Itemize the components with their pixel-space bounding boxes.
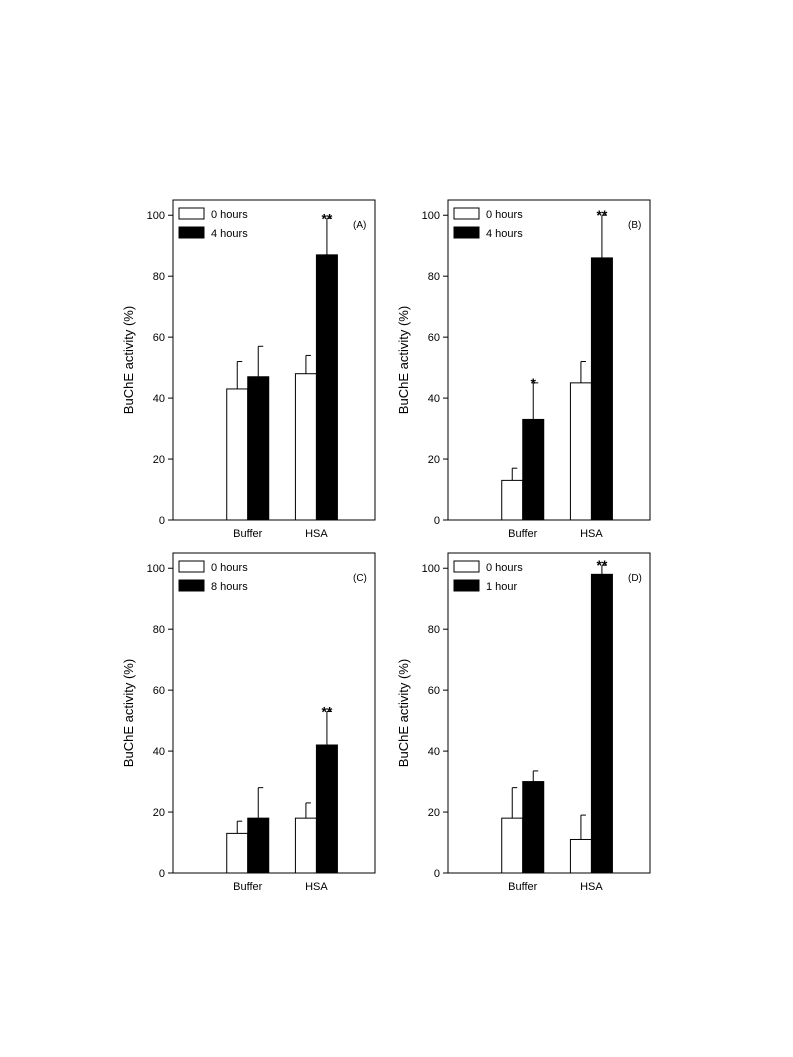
bar-buffer-4-hours [522, 418, 545, 521]
panel-label: (B) [628, 220, 641, 231]
chart-panel-b: 0 20 40 60 80 100 BuChE activity (%) * Buffer ** H… [396, 199, 651, 540]
y-axis-label: BuChE activity (%) [121, 306, 136, 414]
y-axis-label: BuChE activity (%) [121, 659, 136, 767]
legend-entry: 8 hours [211, 581, 248, 593]
x-tick-label: HSA [305, 881, 328, 893]
bar-hsa-0-hours [569, 382, 592, 521]
chart-panel-c: 0 20 40 60 80 100 BuChE activity (%) Buffer ** HS… [121, 552, 376, 893]
y-tick-label: 80 [428, 271, 440, 283]
y-tick-label: 20 [428, 807, 440, 819]
bar-buffer-8-hours [247, 817, 270, 874]
y-tick-label: 100 [147, 563, 165, 575]
x-tick-label: HSA [580, 528, 603, 540]
y-tick-label: 80 [153, 624, 165, 636]
bar-hsa-4-hours [315, 254, 338, 521]
y-tick-label: 80 [428, 624, 440, 636]
bar-buffer-0-hours [226, 388, 249, 521]
plot-frame [172, 552, 376, 874]
chart-panel-a: 0 20 40 60 80 100 BuChE activity (%) Buffer ** HS… [121, 199, 376, 540]
bar-hsa-4-hours [590, 257, 613, 521]
legend-swatch [178, 579, 205, 592]
bar-hsa-8-hours [315, 744, 338, 874]
y-tick-label: 0 [159, 515, 165, 527]
legend-swatch [453, 560, 480, 573]
x-tick-label: Buffer [508, 881, 537, 893]
y-tick-label: 40 [428, 393, 440, 405]
x-tick-label: Buffer [233, 881, 262, 893]
y-axis-label: BuChE activity (%) [396, 306, 411, 414]
bar-buffer-0-hours [501, 479, 524, 521]
y-tick-label: 100 [147, 210, 165, 222]
legend-entry: 4 hours [486, 228, 523, 240]
y-tick-label: 20 [153, 807, 165, 819]
y-tick-label: 100 [422, 563, 440, 575]
y-tick-label: 60 [428, 685, 440, 697]
legend-swatch [178, 560, 205, 573]
y-tick-label: 100 [422, 210, 440, 222]
y-tick-label: 0 [434, 515, 440, 527]
y-tick-label: 60 [153, 332, 165, 344]
legend-swatch [453, 579, 480, 592]
legend-entry: 4 hours [211, 228, 248, 240]
y-tick-label: 0 [434, 868, 440, 880]
panel-label: (C) [353, 573, 367, 584]
bar-buffer-0-hours [501, 817, 524, 874]
y-tick-label: 40 [153, 746, 165, 758]
legend-entry: 0 hours [211, 562, 248, 574]
bar-hsa-1-hour [590, 573, 613, 874]
significance-marker: ** [321, 210, 332, 226]
y-tick-label: 20 [153, 454, 165, 466]
panel-label: (A) [353, 220, 366, 231]
y-tick-label: 80 [153, 271, 165, 283]
legend-entry: 0 hours [486, 209, 523, 221]
legend-swatch [453, 226, 480, 239]
significance-marker: ** [321, 703, 332, 719]
x-tick-label: HSA [305, 528, 328, 540]
y-axis-label: BuChE activity (%) [396, 659, 411, 767]
plot-frame [172, 199, 376, 521]
y-tick-label: 20 [428, 454, 440, 466]
bar-hsa-0-hours [294, 373, 317, 521]
legend-swatch [453, 207, 480, 220]
chart-panel-d: 0 20 40 60 80 100 BuChE activity (%) Buffer ** HS… [396, 552, 651, 893]
y-tick-label: 40 [153, 393, 165, 405]
bar-hsa-0-hours [294, 817, 317, 874]
y-tick-label: 60 [428, 332, 440, 344]
legend-entry: 1 hour [486, 581, 518, 593]
plot-frame [447, 552, 651, 874]
bar-hsa-0-hours [569, 838, 592, 874]
x-tick-label: Buffer [508, 528, 537, 540]
legend-swatch [178, 226, 205, 239]
y-tick-label: 60 [153, 685, 165, 697]
bar-buffer-1-hour [522, 781, 545, 874]
significance-marker: ** [596, 207, 607, 223]
legend-entry: 0 hours [486, 562, 523, 574]
plot-frame [447, 199, 651, 521]
legend-swatch [178, 207, 205, 220]
y-tick-label: 0 [159, 868, 165, 880]
bar-buffer-0-hours [226, 832, 249, 874]
panel-label: (D) [628, 573, 642, 584]
x-tick-label: Buffer [233, 528, 262, 540]
y-tick-label: 40 [428, 746, 440, 758]
x-tick-label: HSA [580, 881, 603, 893]
legend-entry: 0 hours [211, 209, 248, 221]
significance-marker: ** [596, 557, 607, 573]
significance-marker: * [531, 375, 537, 391]
bar-buffer-4-hours [247, 376, 270, 521]
